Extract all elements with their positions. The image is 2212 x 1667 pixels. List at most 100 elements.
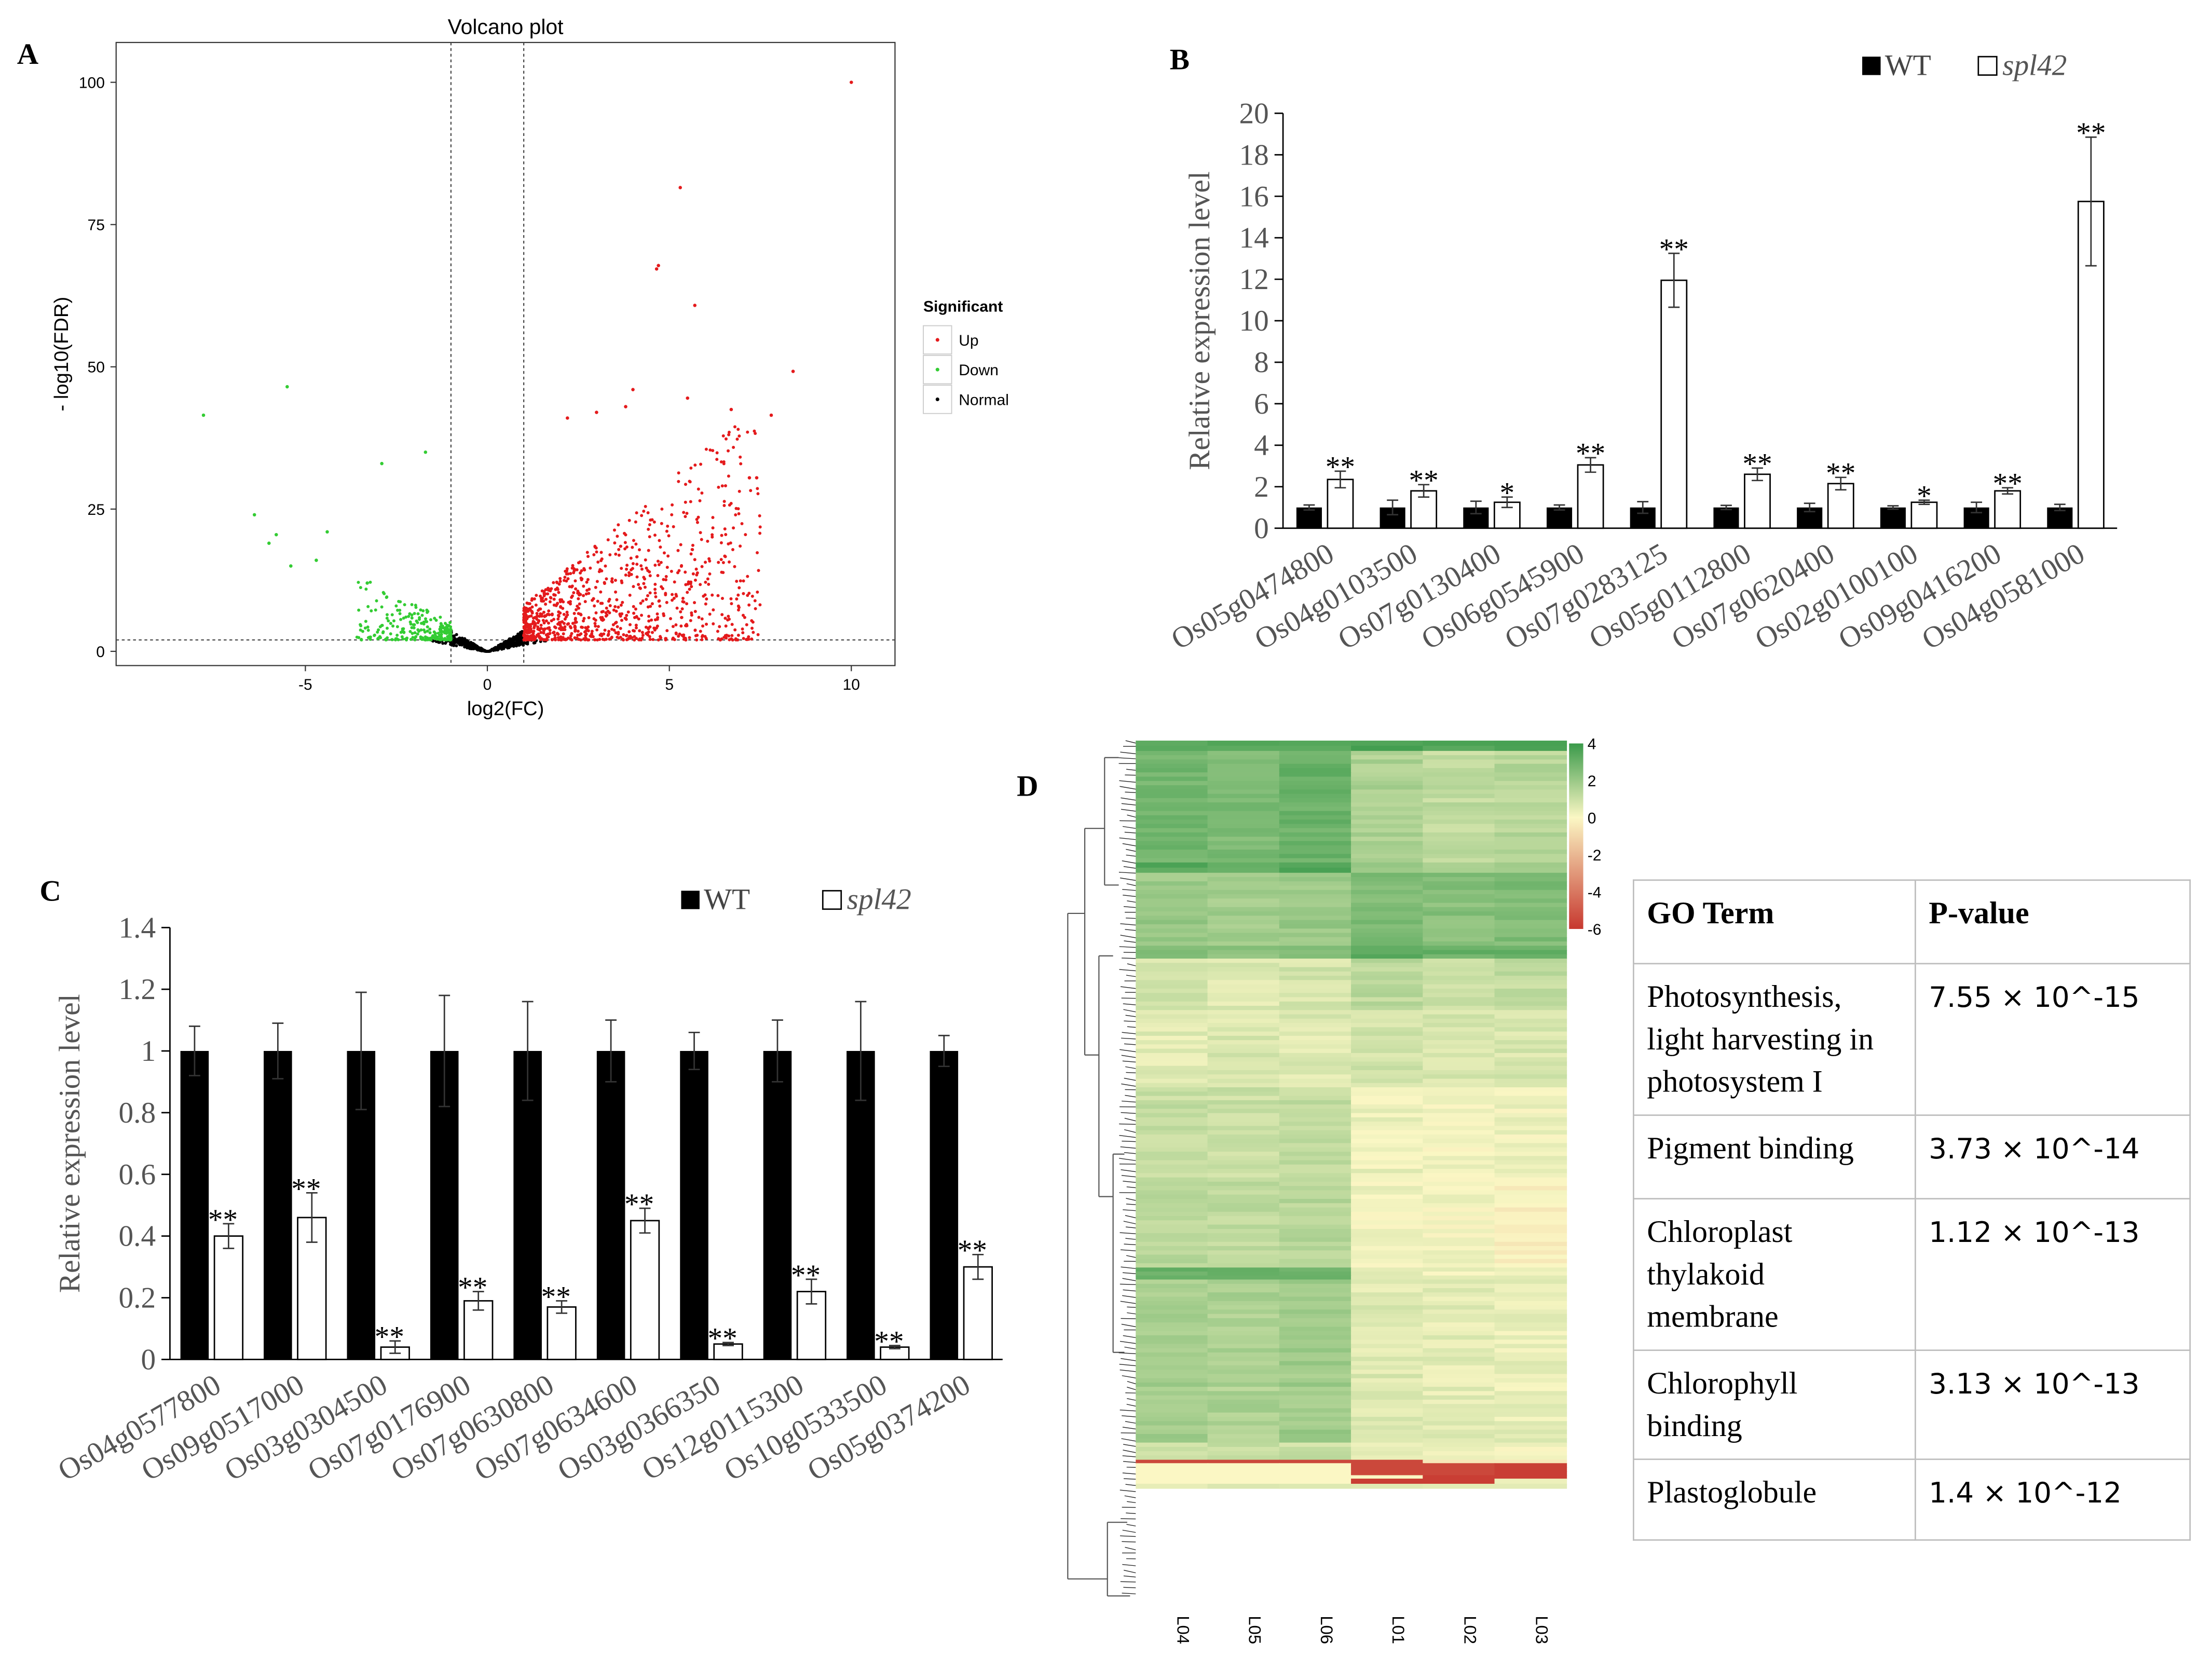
down-point	[399, 612, 402, 615]
wt-bar	[181, 1051, 209, 1359]
heatmap-cell	[1279, 1156, 1352, 1161]
heatmap-cell	[1423, 1404, 1495, 1409]
heatmap-cell	[1495, 1246, 1567, 1251]
up-point	[620, 567, 623, 570]
heatmap-cell	[1351, 1074, 1424, 1080]
spl42-bar	[631, 1221, 659, 1359]
dendrogram-leaf	[1126, 1072, 1136, 1073]
up-point	[705, 623, 708, 626]
spl42-bar	[964, 1267, 992, 1359]
heatmap-cell	[1495, 1032, 1567, 1037]
up-point	[595, 411, 598, 414]
heatmap-cell	[1208, 1279, 1280, 1285]
column-label: L04	[1173, 1616, 1193, 1644]
up-point	[604, 628, 607, 632]
heatmap-cell	[1423, 924, 1495, 930]
up-point	[685, 624, 688, 627]
up-point	[727, 474, 730, 477]
down-point	[421, 636, 424, 639]
up-point	[621, 601, 624, 604]
up-point	[616, 535, 619, 538]
down-point	[368, 636, 371, 639]
go-term-line: Photosynthesis,	[1647, 978, 1841, 1014]
heatmap-cell	[1351, 1357, 1424, 1362]
heatmap-cell	[1495, 1152, 1567, 1157]
up-point	[647, 528, 650, 531]
down-point	[411, 613, 414, 617]
dendrogram-leaf	[1125, 1067, 1136, 1069]
heatmap-cell	[1279, 863, 1352, 868]
up-point	[651, 638, 654, 641]
normal-point	[511, 644, 514, 647]
heatmap-cell	[1495, 785, 1567, 790]
down-point	[366, 605, 370, 608]
up-point	[535, 615, 538, 618]
dendrogram-leaf	[1122, 1376, 1136, 1378]
heatmap-cell	[1423, 1015, 1495, 1020]
heatmap-cell	[1279, 1443, 1352, 1448]
up-point	[575, 621, 578, 624]
down-point	[392, 619, 395, 622]
up-point	[691, 548, 694, 551]
heatmap-cell	[1351, 894, 1424, 899]
up-point	[689, 467, 692, 470]
heatmap-cell	[1423, 1036, 1495, 1041]
up-point	[665, 575, 668, 578]
heatmap-cell	[1208, 997, 1280, 1002]
go-term-line: photosystem I	[1647, 1063, 1823, 1099]
heatmap-cell	[1136, 924, 1208, 930]
heatmap-cell	[1279, 1451, 1352, 1456]
heatmap-cell	[1136, 946, 1208, 951]
heatmap-cell	[1423, 1378, 1495, 1384]
heatmap-cell	[1423, 916, 1495, 921]
heatmap-cell	[1351, 954, 1424, 960]
heatmap-cell	[1208, 911, 1280, 917]
heatmap-cell	[1495, 746, 1567, 751]
down-point	[400, 631, 403, 634]
dendrogram-leaf	[1122, 861, 1136, 864]
dendrogram-leaf	[1121, 987, 1136, 989]
heatmap-cell	[1351, 1036, 1424, 1041]
heatmap-cell	[1279, 1044, 1352, 1049]
heatmap-cell	[1495, 764, 1567, 769]
dendrogram-leaf	[1123, 1273, 1136, 1274]
heatmap-cell	[1279, 941, 1352, 947]
heatmap-cell	[1208, 1233, 1280, 1238]
dendrogram-leaf	[1122, 1141, 1136, 1142]
heatmap-cell	[1495, 1344, 1567, 1349]
up-point	[738, 490, 741, 493]
heatmap-cell	[1279, 1040, 1352, 1045]
up-point	[559, 600, 562, 603]
heatmap-cell	[1423, 1484, 1495, 1489]
up-point	[593, 622, 596, 625]
heatmap-cell	[1208, 1126, 1280, 1131]
up-point	[724, 484, 727, 487]
go-term-line: Chloroplast	[1647, 1213, 1792, 1249]
dendrogram-leaf	[1122, 1032, 1136, 1034]
up-point	[567, 636, 570, 639]
dendrogram-leaf	[1123, 1061, 1136, 1062]
heatmap-cell	[1136, 1374, 1208, 1379]
significance-label: **	[707, 1322, 737, 1355]
heatmap-cell	[1208, 1284, 1280, 1289]
heatmap-cell	[1423, 1143, 1495, 1149]
heatmap-cell	[1136, 1279, 1208, 1285]
heatmap-cell	[1423, 907, 1495, 912]
down-point	[364, 626, 367, 630]
heatmap-cell	[1495, 1279, 1567, 1285]
up-point	[696, 571, 699, 575]
up-point	[695, 568, 698, 571]
normal-point	[532, 641, 536, 645]
heatmap-cell	[1136, 1370, 1208, 1375]
up-point	[679, 543, 682, 546]
heatmap-cell	[1136, 1301, 1208, 1306]
heatmap-cell	[1136, 1100, 1208, 1105]
heatmap-cell	[1423, 1113, 1495, 1118]
up-point	[578, 603, 581, 606]
heatmap-cell	[1279, 759, 1352, 764]
up-point	[674, 593, 677, 596]
up-point	[665, 629, 668, 632]
heatmap-cell	[1495, 1314, 1567, 1319]
heatmap-cell	[1208, 819, 1280, 825]
down-point	[391, 613, 394, 616]
